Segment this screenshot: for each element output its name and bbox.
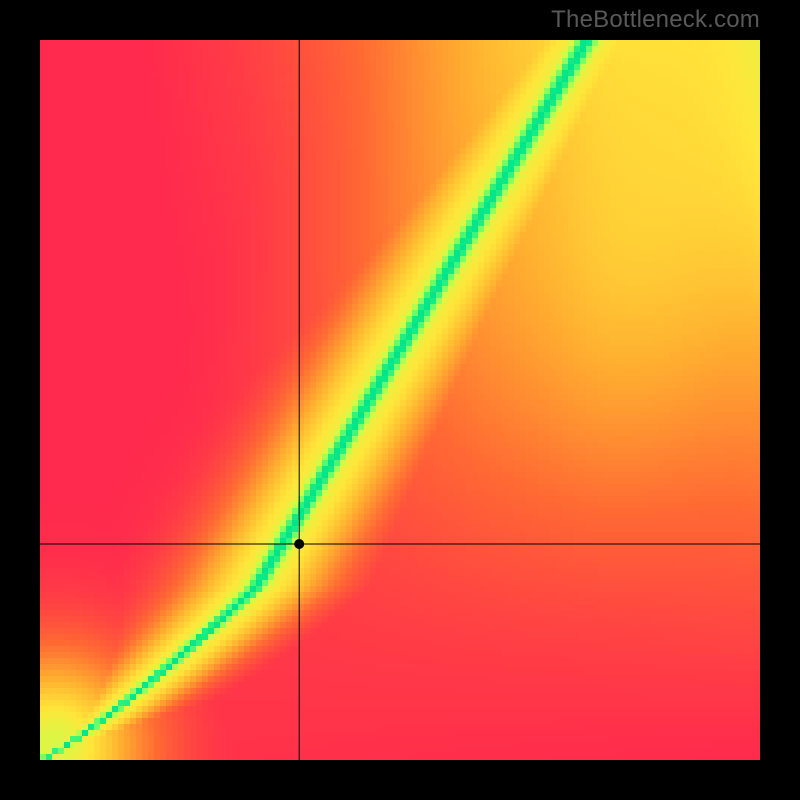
- chart-stage: TheBottleneck.com: [0, 0, 800, 800]
- watermark-text: TheBottleneck.com: [551, 6, 760, 34]
- heatmap-canvas: [40, 40, 760, 760]
- plot-area: [40, 40, 760, 760]
